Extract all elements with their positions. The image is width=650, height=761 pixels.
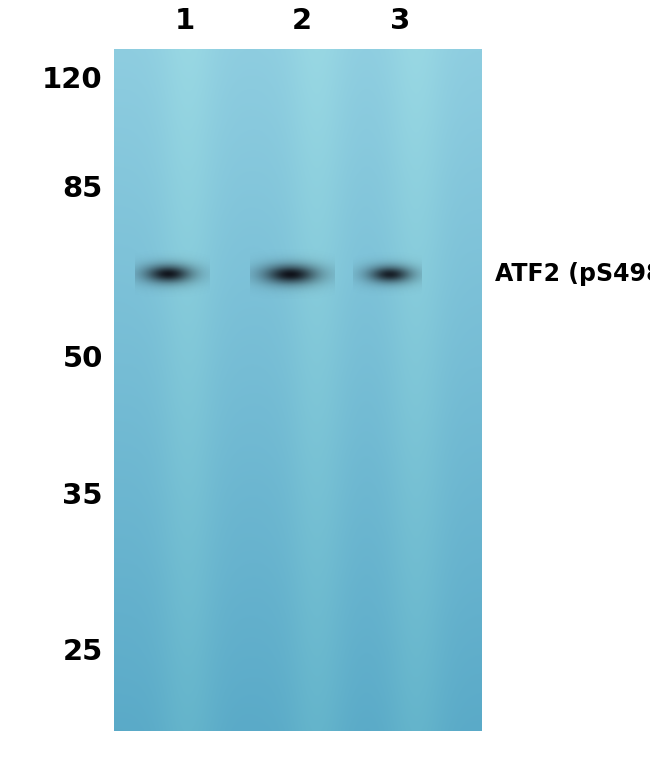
Text: 3: 3 [389, 8, 410, 35]
Text: 50: 50 [62, 345, 103, 374]
Text: 25: 25 [62, 638, 103, 666]
Text: 35: 35 [62, 482, 103, 510]
Text: 2: 2 [292, 8, 312, 35]
Text: 1: 1 [175, 8, 196, 35]
Text: 85: 85 [62, 175, 103, 203]
Text: 120: 120 [42, 66, 103, 94]
Text: ATF2 (pS498): ATF2 (pS498) [495, 263, 650, 286]
